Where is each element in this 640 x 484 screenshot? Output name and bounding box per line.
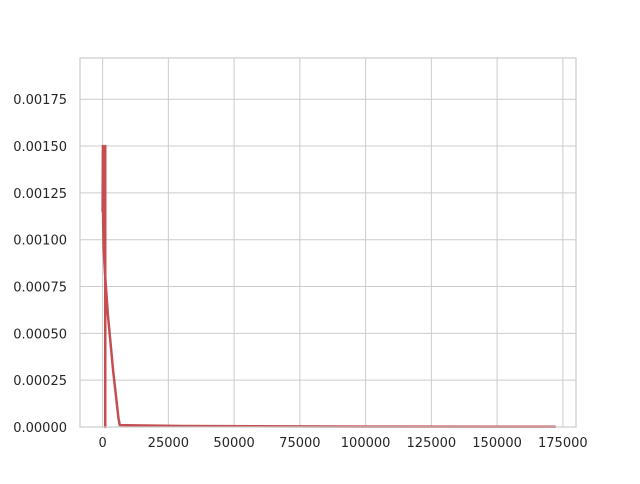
y-tick-label: 0.00075 bbox=[13, 281, 67, 296]
x-tick-label: 75000 bbox=[279, 436, 320, 451]
plot-frame bbox=[79, 57, 577, 428]
x-tick-label: 50000 bbox=[213, 436, 254, 451]
y-tick-label: 0.00150 bbox=[13, 140, 67, 155]
x-tick-label: 100000 bbox=[341, 436, 391, 451]
y-tick-label: 0.00050 bbox=[13, 327, 67, 342]
x-tick-label: 175000 bbox=[538, 436, 588, 451]
y-tick-label: 0.00125 bbox=[13, 187, 67, 202]
series-layer bbox=[101, 144, 557, 429]
series-line-1 bbox=[101, 144, 557, 429]
grid-lines bbox=[80, 58, 576, 428]
x-tick-label: 0 bbox=[98, 436, 106, 451]
x-tick-label: 25000 bbox=[148, 436, 189, 451]
y-tick-label: 0.00100 bbox=[13, 234, 67, 249]
x-tick-label: 150000 bbox=[472, 436, 522, 451]
y-tick-label: 0.00175 bbox=[13, 93, 67, 108]
plot-border bbox=[79, 57, 577, 428]
y-tick-label: 0.00000 bbox=[13, 421, 67, 436]
x-axis-ticks: 0 25000 50000 75000 100000 125000 150000 175000 bbox=[98, 436, 587, 451]
x-tick-label: 125000 bbox=[407, 436, 457, 451]
y-axis-ticks: 0.00000 0.00025 0.00050 0.00075 0.00100 0.001… bbox=[13, 93, 67, 436]
y-tick-label: 0.00025 bbox=[13, 374, 67, 389]
